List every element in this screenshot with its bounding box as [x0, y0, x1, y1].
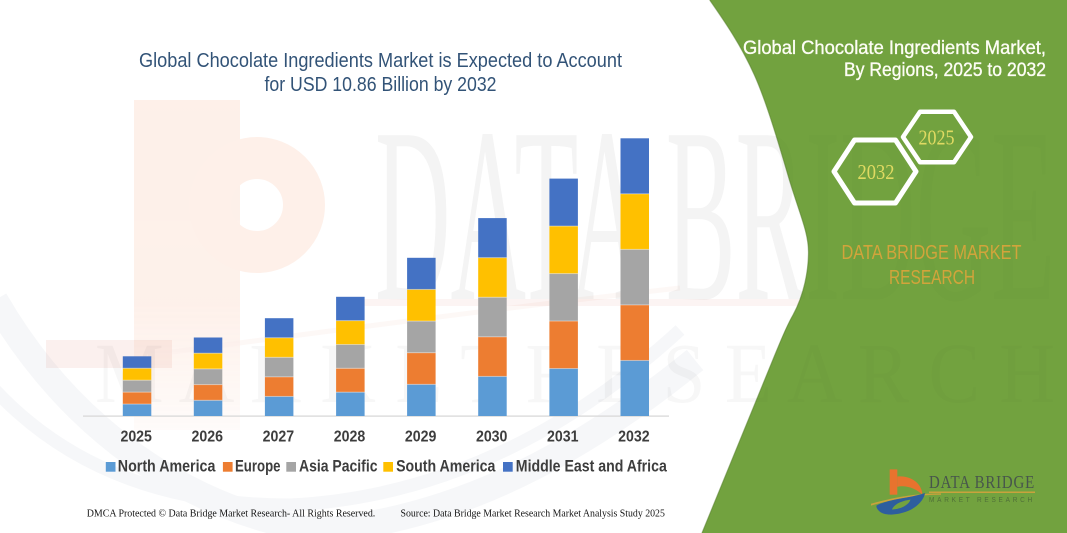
- svg-text:South America: South America: [396, 458, 496, 476]
- svg-text:Source: Data Bridge Market Res: Source: Data Bridge Market Research Mark…: [401, 508, 665, 519]
- svg-text:2026: 2026: [192, 428, 224, 445]
- svg-text:North America: North America: [118, 458, 216, 476]
- svg-text:2029: 2029: [405, 428, 437, 445]
- svg-text:2032: 2032: [618, 428, 650, 445]
- svg-text:2025: 2025: [120, 428, 152, 445]
- svg-text:DMCA Protected © Data Bridge M: DMCA Protected © Data Bridge Market Rese…: [87, 508, 376, 519]
- svg-text:Middle East and Africa: Middle East and Africa: [516, 458, 668, 476]
- svg-text:2031: 2031: [547, 428, 579, 445]
- svg-text:2025: 2025: [919, 126, 955, 150]
- svg-text:By Regions, 2025 to 2032: By Regions, 2025 to 2032: [844, 59, 1046, 81]
- svg-text:DATA BRIDGE: DATA BRIDGE: [375, 77, 1055, 354]
- svg-text:DATA BRIDGE: DATA BRIDGE: [929, 472, 1035, 492]
- svg-text:Asia Pacific: Asia Pacific: [299, 458, 378, 476]
- svg-text:2032: 2032: [858, 160, 895, 184]
- svg-text:2028: 2028: [334, 428, 366, 445]
- svg-text:2030: 2030: [476, 428, 508, 445]
- svg-text:DATA BRIDGE MARKET: DATA BRIDGE MARKET: [842, 242, 1022, 264]
- svg-text:MARKET RESEARCH: MARKET RESEARCH: [929, 495, 1035, 504]
- svg-text:Global Chocolate Ingredients M: Global Chocolate Ingredients Market,: [743, 37, 1046, 59]
- svg-text:RESEARCH: RESEARCH: [889, 267, 975, 289]
- svg-text:Global Chocolate Ingredients M: Global Chocolate Ingredients Market is E…: [139, 49, 622, 72]
- svg-text:2027: 2027: [263, 428, 295, 445]
- svg-text:for USD 10.86 Billion by 2032: for USD 10.86 Billion by 2032: [265, 73, 497, 96]
- svg-text:Europe: Europe: [235, 458, 281, 476]
